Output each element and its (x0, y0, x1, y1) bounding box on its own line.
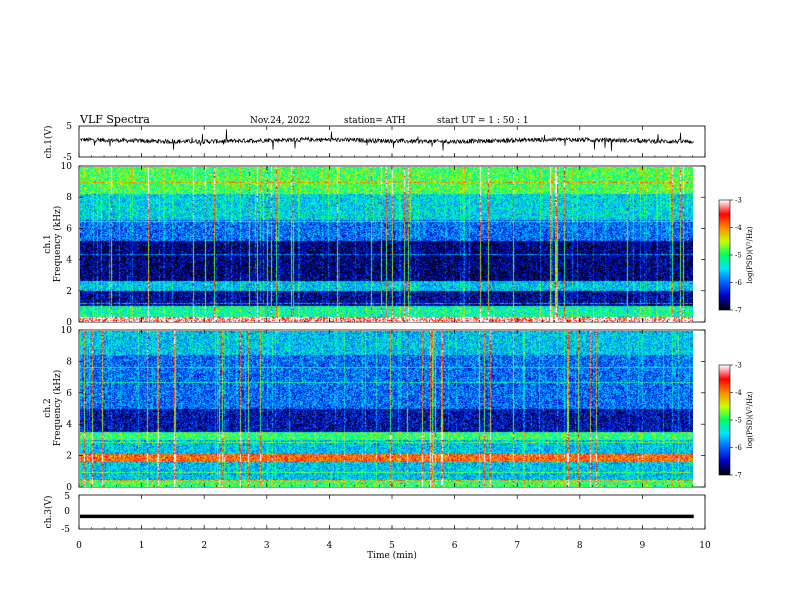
ch2-ytick-10: 10 (61, 326, 73, 336)
ch1-ytick-6: 6 (66, 224, 72, 234)
ch1-colorbar-tick--7: -7 (735, 307, 742, 315)
ch2-ytick-2: 2 (66, 452, 72, 462)
ch2-colorbar-tick--7: -7 (735, 472, 742, 480)
xtick-label-0: 0 (76, 541, 82, 551)
ch1-ytick-8: 8 (66, 193, 72, 203)
ch2-colorbar-tick--3: -3 (735, 362, 742, 370)
ch1-spectrogram-panel: 10 8 6 4 2 0 ch.1 Frequency (kHz) (43, 162, 706, 328)
xtick-label-10: 10 (699, 541, 711, 551)
date-label: Nov.24, 2022 (250, 116, 310, 126)
xtick-label-7: 7 (514, 541, 520, 551)
ch2-ytick-0: 0 (66, 483, 72, 493)
xtick-label-4: 4 (327, 541, 333, 551)
ch1-ytick-10: 10 (61, 162, 73, 172)
ch1-waveform-panel: 5 -5 ch.1(V) (43, 122, 706, 163)
ch2-colorbar-tick--4: -4 (735, 389, 742, 397)
ch3-ytick-middle: 0 (64, 507, 70, 517)
ch2-colorbar-tick--6: -6 (735, 444, 742, 452)
ch1-ytick-bottom: -5 (63, 153, 72, 163)
ch2-colorbar-gradient (719, 365, 730, 475)
ch1-spectrogram-ylabel-frequency: Frequency (kHz) (52, 206, 63, 283)
station-label: station= ATH (344, 116, 406, 126)
ch1-ytick-0: 0 (66, 318, 72, 328)
ch3-waveform-ylabel: ch.3(V) (43, 496, 54, 529)
ch1-colorbar-tick--5: -5 (735, 252, 742, 260)
ch3-waveform-frame (78, 494, 706, 530)
ch2-spectrogram-ylabel-frequency: Frequency (kHz) (52, 370, 63, 447)
xtick-label-8: 8 (577, 541, 583, 551)
ch2-spectrogram-image (80, 331, 693, 487)
ch1-colorbar: -3 -4 -5 -6 -7 log(PSD)(V²/Hz) (718, 197, 754, 315)
time-axis-label: Time (min) (367, 550, 417, 561)
start-ut-label: start UT = 1 : 50 : 1 (437, 116, 529, 126)
ch1-ytick-4: 4 (66, 256, 72, 266)
ch2-spectrogram-panel: 10 8 6 4 2 0 ch.2 Frequency (kHz) (43, 326, 706, 493)
ch3-waveform-panel: 5 0 -5 ch.3(V) (43, 492, 706, 535)
time-axis: 0 1 2 3 4 5 6 7 8 9 10 (76, 126, 711, 551)
xtick-label-3: 3 (264, 541, 270, 551)
ch1-colorbar-tick--3: -3 (735, 197, 742, 205)
ch1-spectrogram-ylabel-channel: ch.1 (43, 234, 53, 253)
xtick-label-5: 5 (389, 541, 395, 551)
ch2-ytick-8: 8 (66, 357, 72, 367)
ch2-colorbar: -3 -4 -5 -6 -7 log(PSD)(V²/Hz) (718, 362, 754, 480)
ch2-ytick-4: 4 (66, 420, 72, 430)
ch3-ytick-bottom: -5 (61, 525, 70, 535)
ch2-spectrogram-ylabel-channel: ch.2 (43, 398, 53, 417)
ch2-colorbar-tick--5: -5 (735, 417, 742, 425)
xtick-label-6: 6 (452, 541, 458, 551)
ch1-colorbar-gradient (719, 200, 730, 310)
ch1-colorbar-label: log(PSD)(V²/Hz) (746, 226, 754, 283)
ch1-waveform-trace (79, 129, 694, 152)
xtick-label-9: 9 (640, 541, 646, 551)
xtick-label-2: 2 (201, 541, 207, 551)
ch2-ytick-6: 6 (66, 389, 72, 399)
ch1-spectrogram-image (80, 167, 693, 322)
ch1-ytick-2: 2 (66, 287, 72, 297)
xtick-label-1: 1 (139, 541, 145, 551)
figure-title: VLF Spectra (79, 113, 150, 126)
ch1-colorbar-tick--6: -6 (735, 279, 742, 287)
ch1-colorbar-tick--4: -4 (735, 224, 742, 232)
ch1-waveform-ylabel: ch.1(V) (43, 126, 54, 159)
ch3-ytick-top: 5 (64, 492, 70, 502)
ch2-colorbar-label: log(PSD)(V²/Hz) (746, 391, 754, 448)
ch1-ytick-top: 5 (66, 122, 72, 132)
